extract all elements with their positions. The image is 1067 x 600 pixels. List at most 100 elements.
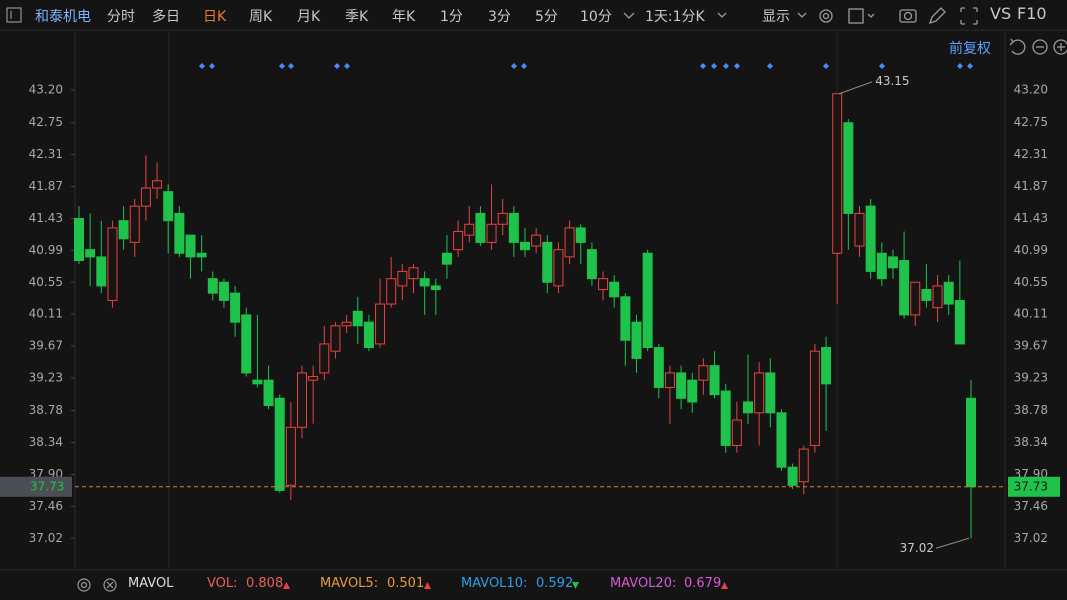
y-tick-label: 39.23	[29, 371, 63, 385]
candle-body	[765, 372, 776, 414]
candle-body	[776, 412, 787, 468]
tab[interactable]: 周K	[249, 9, 273, 25]
candle-body	[653, 347, 664, 388]
candle-body	[118, 220, 129, 240]
candle-body	[185, 234, 196, 258]
candle-body	[308, 376, 319, 381]
candle-body	[932, 285, 943, 309]
candle-body	[486, 223, 497, 243]
candle-body	[252, 379, 263, 385]
y-tick-label-right: 41.87	[1014, 179, 1048, 193]
candle-body	[274, 397, 285, 491]
candle-body	[854, 212, 865, 247]
candle-body	[698, 365, 709, 381]
y-tick-label: 42.31	[29, 147, 63, 161]
f10-button[interactable]: F10	[1017, 4, 1047, 23]
tab[interactable]: 月K	[297, 9, 321, 25]
candle-body	[664, 372, 675, 388]
tab[interactable]: 季K	[345, 9, 369, 25]
candle-body	[140, 187, 151, 207]
tab[interactable]: 多日	[152, 9, 180, 25]
candle-body	[564, 227, 575, 258]
candle-body	[731, 419, 742, 446]
candle-body	[843, 122, 854, 214]
candle-body	[419, 278, 430, 287]
candle-body	[832, 93, 843, 254]
y-tick-label: 41.87	[29, 179, 63, 193]
y-tick-label-right: 40.55	[1014, 275, 1048, 289]
event-markers[interactable]	[199, 63, 973, 69]
candle-body	[709, 365, 720, 396]
y-tick-label-right: 39.67	[1014, 339, 1048, 353]
trend-up	[424, 582, 431, 589]
y-tick-label: 37.46	[29, 499, 63, 513]
candle-body	[330, 325, 341, 352]
indicator-name[interactable]: MAVOL	[128, 576, 174, 591]
adjust-button[interactable]: 前复权	[949, 41, 991, 57]
candle-body	[520, 241, 530, 251]
period-select[interactable]: 1天:1分K	[645, 9, 705, 25]
tab-active[interactable]: 日K	[203, 9, 227, 25]
candle-body	[497, 212, 508, 225]
y-tick-label-right: 40.99	[1014, 243, 1048, 257]
sidebar-toggle[interactable]	[6, 7, 22, 23]
y-tick-label-right: 38.78	[1014, 403, 1048, 417]
candle-body	[74, 217, 84, 262]
tab[interactable]: 5分	[535, 9, 558, 25]
y-tick-label: 43.20	[29, 83, 63, 97]
candle-body	[609, 281, 620, 298]
tab[interactable]: 3分	[488, 9, 511, 25]
candle-body	[96, 256, 107, 287]
high-label: 43.15	[875, 74, 909, 88]
y-tick-label-right: 43.20	[1014, 83, 1048, 97]
tab[interactable]: 年K	[392, 9, 416, 25]
footer-icons[interactable]	[77, 578, 117, 592]
tab[interactable]: 分时	[107, 9, 135, 25]
candle-body	[966, 397, 976, 488]
candle-body	[687, 379, 698, 403]
candle-body	[754, 372, 765, 414]
candle-body	[876, 252, 887, 280]
indicator-value: 0.679	[684, 576, 722, 591]
y-tick-label-right: 42.31	[1014, 147, 1048, 161]
candle-body	[319, 343, 330, 374]
tab[interactable]: 10分	[580, 9, 612, 25]
candle-body	[631, 321, 642, 359]
y-tick-label: 42.75	[29, 115, 63, 129]
tab[interactable]: 1分	[440, 9, 463, 25]
low-label: 37.02	[900, 541, 934, 555]
candle-body	[430, 285, 441, 291]
stock-name[interactable]: 和泰机电	[35, 9, 91, 25]
candle-body	[207, 278, 218, 294]
vs-button[interactable]: VS	[990, 4, 1012, 23]
candle-body	[809, 350, 820, 446]
toolbar-icons	[623, 7, 1067, 55]
candle-body	[676, 372, 687, 399]
indicator-label: VOL:	[207, 576, 238, 591]
candle-body	[798, 448, 809, 483]
y-tick-label: 40.11	[29, 307, 63, 321]
candle-body	[921, 289, 932, 301]
candle-body	[241, 314, 252, 374]
indicator-value: 0.501	[387, 576, 425, 591]
candle-body	[531, 234, 542, 247]
candle-body	[408, 267, 419, 280]
candle-body	[553, 249, 564, 287]
low-pointer	[935, 537, 970, 549]
candle-body	[586, 249, 597, 280]
indicator-label: MAVOL10:	[461, 576, 528, 591]
trend-down	[572, 582, 579, 589]
candle-body	[375, 303, 386, 345]
display-menu[interactable]: 显示	[762, 9, 790, 25]
candle-body	[475, 212, 486, 243]
candle-body	[397, 270, 408, 287]
candle-body	[943, 281, 954, 305]
last-price-tag: 37.73	[30, 479, 64, 493]
candle-body	[720, 390, 731, 446]
candle-body	[297, 372, 307, 428]
y-tick-label: 39.67	[29, 339, 63, 353]
indicator-value: 0.808	[246, 576, 284, 591]
y-tick-label: 37.02	[29, 531, 63, 545]
candle-body	[129, 205, 140, 243]
candle-body	[196, 252, 207, 258]
